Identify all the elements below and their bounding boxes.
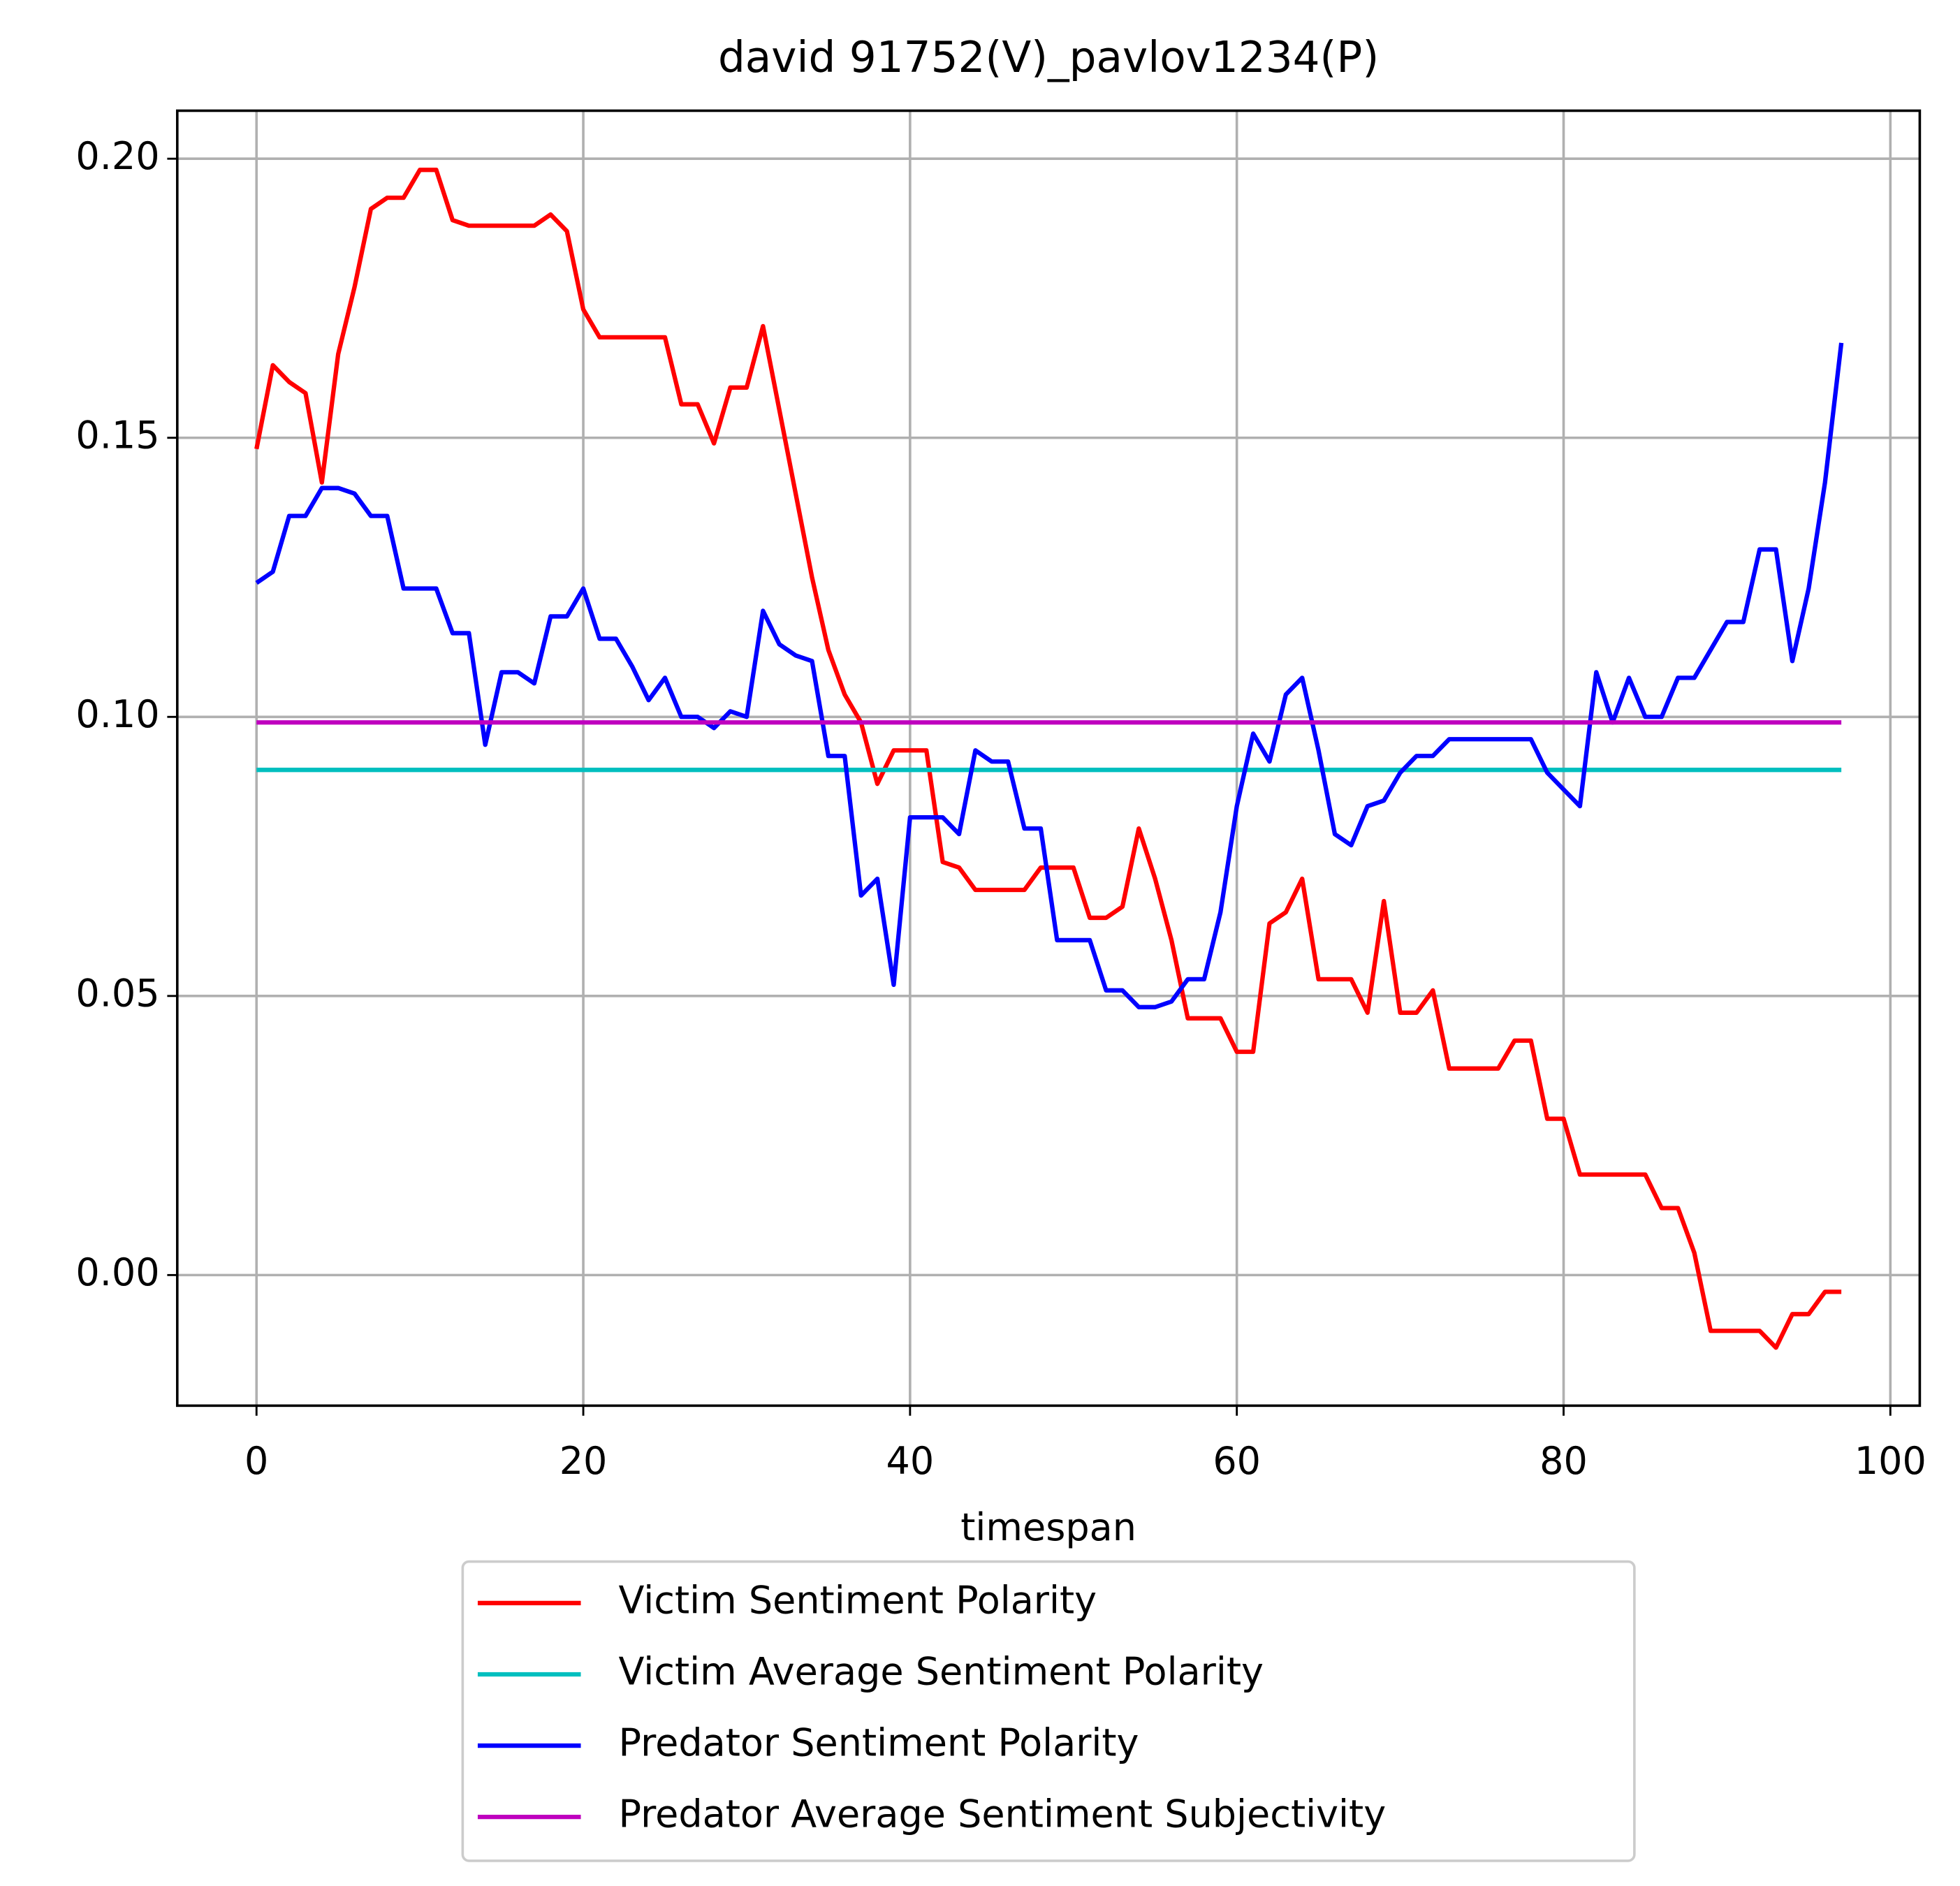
plot-frame bbox=[175, 109, 1922, 1408]
x-axis-label: timespan bbox=[960, 1505, 1136, 1549]
chart-title: david 91752(V)_pavlov1234(P) bbox=[718, 33, 1379, 82]
y-tick-label: 0.05 bbox=[75, 971, 159, 1015]
legend-label: Victim Sentiment Polarity bbox=[619, 1579, 1097, 1623]
x-tick-label: 80 bbox=[1540, 1439, 1588, 1483]
x-tick-label: 20 bbox=[560, 1439, 608, 1483]
x-tick-label: 60 bbox=[1213, 1439, 1261, 1483]
y-tick-label: 0.00 bbox=[75, 1250, 159, 1294]
series-line bbox=[254, 168, 1842, 1350]
x-tick-label: 100 bbox=[1855, 1439, 1926, 1483]
legend-label: Predator Sentiment Polarity bbox=[619, 1721, 1139, 1765]
legend-box bbox=[461, 1560, 1636, 1862]
y-tick-label: 0.15 bbox=[75, 413, 159, 457]
legend-label: Predator Average Sentiment Subjectivity bbox=[619, 1792, 1387, 1836]
x-tick-label: 40 bbox=[886, 1439, 935, 1483]
x-tick-label: 0 bbox=[244, 1439, 268, 1483]
y-tick-label: 0.20 bbox=[75, 134, 159, 178]
legend-label: Victim Average Sentiment Polarity bbox=[619, 1650, 1264, 1694]
series-line bbox=[255, 342, 1844, 1009]
y-tick-label: 0.10 bbox=[75, 692, 159, 736]
